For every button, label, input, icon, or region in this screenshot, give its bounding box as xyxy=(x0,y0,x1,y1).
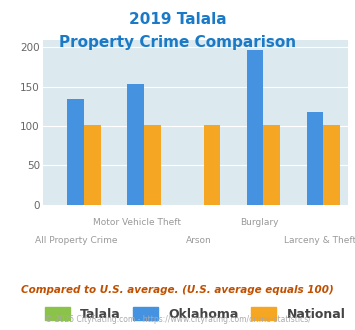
Text: Burglary: Burglary xyxy=(240,218,279,227)
Bar xyxy=(204,125,220,205)
Bar xyxy=(263,125,280,205)
Text: Compared to U.S. average. (U.S. average equals 100): Compared to U.S. average. (U.S. average … xyxy=(21,285,334,295)
Legend: Talala, Oklahoma, National: Talala, Oklahoma, National xyxy=(42,303,349,324)
Text: Larceny & Theft: Larceny & Theft xyxy=(284,236,355,245)
Text: All Property Crime: All Property Crime xyxy=(35,236,118,245)
Bar xyxy=(247,50,263,205)
Text: Property Crime Comparison: Property Crime Comparison xyxy=(59,35,296,50)
Text: Motor Vehicle Theft: Motor Vehicle Theft xyxy=(93,218,181,227)
Bar xyxy=(307,112,323,205)
Bar xyxy=(127,84,144,205)
Text: 2019 Talala: 2019 Talala xyxy=(129,12,226,26)
Bar xyxy=(67,99,84,205)
Bar xyxy=(144,125,160,205)
Bar xyxy=(84,125,101,205)
Text: Arson: Arson xyxy=(185,236,211,245)
Text: © 2025 CityRating.com - https://www.cityrating.com/crime-statistics/: © 2025 CityRating.com - https://www.city… xyxy=(45,315,310,324)
Bar xyxy=(323,125,340,205)
